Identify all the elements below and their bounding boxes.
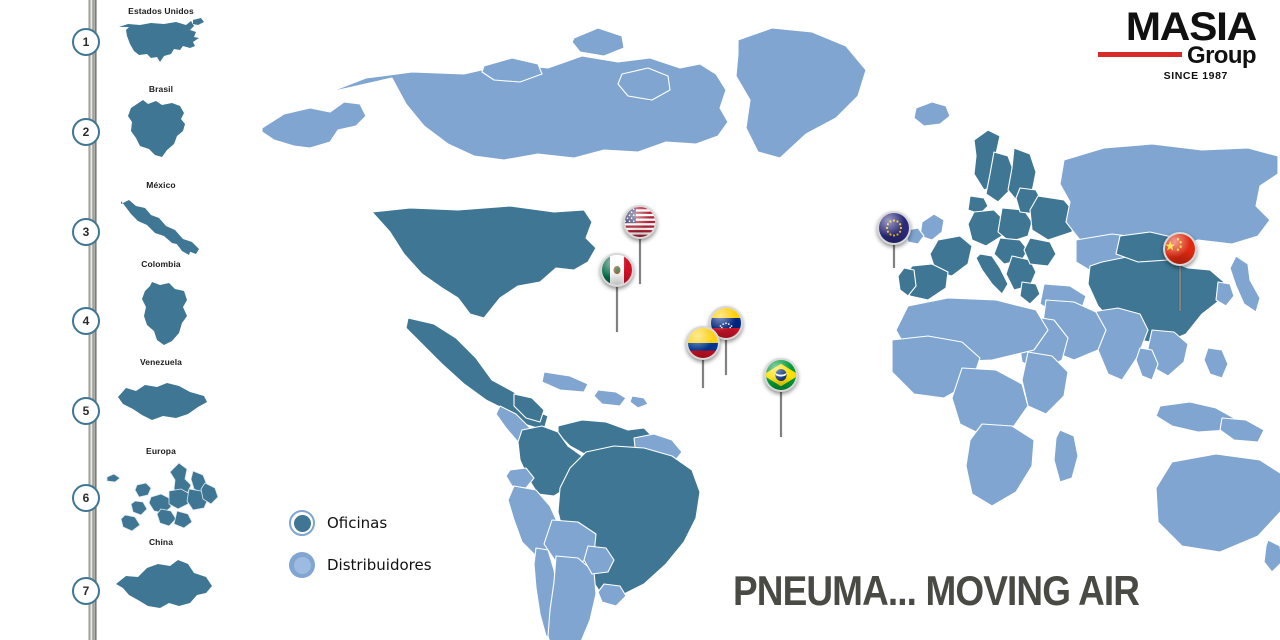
logo-since-text: SINCE 1987 bbox=[1163, 70, 1228, 83]
country-shape-venezuela bbox=[100, 371, 222, 441]
step-number-3[interactable]: 3 bbox=[72, 218, 100, 246]
country-australia bbox=[1155, 453, 1280, 553]
country-italy bbox=[975, 253, 1009, 295]
region-central-africa bbox=[951, 367, 1029, 437]
country-belarus-ukraine bbox=[1029, 195, 1077, 241]
country-france bbox=[929, 235, 973, 277]
country-iceland bbox=[913, 101, 951, 127]
region-arctic-islands bbox=[481, 57, 543, 83]
island-madagascar bbox=[1053, 429, 1079, 483]
map-pin-brazil[interactable] bbox=[764, 358, 798, 437]
logo-wordmark: MASIA bbox=[1125, 5, 1258, 49]
world-map: .d { fill:#7fa5d0; stroke:#ffffff; strok… bbox=[222, 0, 1280, 640]
country-greece bbox=[1019, 281, 1041, 305]
country-germany bbox=[967, 209, 1005, 247]
legend-item-distribuidores: Distribuidores bbox=[289, 552, 432, 578]
step-number-2[interactable]: 2 bbox=[72, 118, 100, 146]
country-portugal bbox=[897, 267, 917, 297]
country-steps-sidebar: 1 Estados Unidos 2 Brasil 3 México 4 Col… bbox=[0, 0, 222, 640]
country-shape-europe bbox=[100, 458, 222, 536]
legend-label-oficinas: Oficinas bbox=[327, 514, 388, 532]
step-label-4: Colombia bbox=[141, 259, 181, 269]
step-number-1[interactable]: 1 bbox=[72, 28, 100, 56]
tagline-text: PNEUMA... MOVING AIR bbox=[733, 567, 1140, 614]
map-pin-china[interactable] bbox=[1163, 232, 1197, 311]
country-alaska bbox=[261, 101, 367, 149]
country-thailand bbox=[1135, 347, 1159, 381]
country-romania bbox=[1023, 237, 1057, 267]
region-east-africa bbox=[1021, 351, 1069, 415]
country-shape-china bbox=[100, 551, 222, 625]
country-greenland bbox=[735, 27, 867, 159]
flag-icon-colombia[interactable] bbox=[686, 326, 720, 360]
step-number-4[interactable]: 4 bbox=[72, 307, 100, 335]
office-dot-icon bbox=[289, 510, 315, 536]
country-japan bbox=[1229, 255, 1261, 313]
legend-label-distribuidores: Distribuidores bbox=[327, 556, 432, 574]
masia-group-logo: MASIA Group SINCE 1987 bbox=[1074, 7, 1257, 83]
flag-icon-china[interactable] bbox=[1163, 232, 1197, 266]
step-number-5[interactable]: 5 bbox=[72, 397, 100, 425]
logo-subwordmark: Group bbox=[1187, 42, 1257, 70]
step-number-7[interactable]: 7 bbox=[72, 577, 100, 605]
island-papua-new-guinea bbox=[1219, 417, 1265, 443]
step-label-5: Venezuela bbox=[139, 357, 182, 367]
country-paraguay bbox=[583, 545, 615, 575]
island-cuba bbox=[541, 371, 589, 393]
island-puerto-rico bbox=[629, 395, 649, 409]
legend-item-oficinas: Oficinas bbox=[289, 510, 432, 536]
country-new-zealand bbox=[1263, 539, 1280, 573]
logo-red-rule bbox=[1098, 52, 1182, 58]
step-label-2: Brasil bbox=[148, 84, 174, 94]
distributor-dot-icon bbox=[289, 552, 315, 578]
step-number-6[interactable]: 6 bbox=[72, 484, 100, 512]
step-label-7: China bbox=[148, 537, 174, 547]
country-shape-mexico bbox=[100, 192, 222, 266]
flag-icon-european-union[interactable] bbox=[877, 211, 911, 245]
map-pin-colombia[interactable] bbox=[686, 326, 720, 388]
flag-icon-usa[interactable] bbox=[623, 205, 657, 239]
map-legend: Oficinas Distribuidores bbox=[289, 510, 432, 594]
map-pin-europe[interactable] bbox=[877, 211, 911, 268]
region-yucatan bbox=[513, 393, 545, 423]
country-korea bbox=[1215, 281, 1235, 307]
map-pin-mexico[interactable] bbox=[600, 253, 634, 332]
country-shape-colombia bbox=[100, 273, 222, 363]
country-russia bbox=[1059, 143, 1279, 251]
world-map-svg: .d { fill:#7fa5d0; stroke:#ffffff; strok… bbox=[261, 27, 1280, 640]
island-hispaniola bbox=[593, 389, 627, 407]
island-philippines bbox=[1203, 347, 1229, 379]
step-label-1: Estados Unidos bbox=[128, 6, 194, 16]
flag-icon-brazil[interactable] bbox=[764, 358, 798, 392]
region-southern-africa bbox=[965, 423, 1035, 507]
country-uruguay bbox=[597, 583, 627, 607]
step-label-3: México bbox=[146, 180, 176, 190]
country-sweden bbox=[985, 151, 1015, 203]
country-shape-brazil bbox=[100, 96, 222, 168]
country-shape-united-states bbox=[100, 16, 222, 68]
step-label-6: Europa bbox=[146, 446, 176, 456]
region-baffin bbox=[617, 67, 671, 101]
country-denmark bbox=[967, 195, 989, 215]
flag-icon-mexico[interactable] bbox=[600, 253, 634, 287]
country-united-states bbox=[371, 205, 597, 319]
map-pin-united-states[interactable] bbox=[623, 205, 657, 284]
region-ellesmere bbox=[571, 27, 625, 57]
